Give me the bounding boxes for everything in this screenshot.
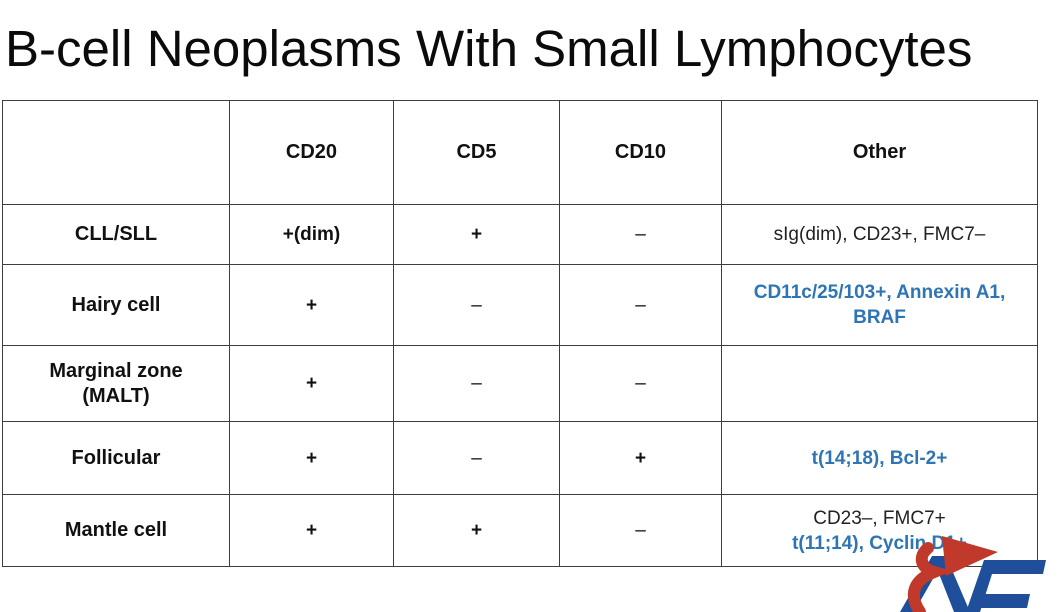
cell-marginal-cd20: + bbox=[229, 345, 394, 422]
logo-letter-e bbox=[966, 560, 1046, 612]
cell-hairy-cd20: + bbox=[229, 264, 394, 346]
cell-marginal-cd5: – bbox=[393, 345, 560, 422]
cell-marginal-other bbox=[721, 345, 1038, 422]
cell-cll-cd10: – bbox=[559, 204, 722, 265]
table-row-marginal-zone: Marginal zone (MALT) + – – bbox=[2, 345, 1038, 422]
row-label-line1: Mantle cell bbox=[64, 519, 168, 541]
column-header-other: Other bbox=[721, 100, 1038, 205]
page-title: B-cell Neoplasms With Small Lymphocytes bbox=[5, 20, 973, 77]
red-arrow-ace-logo-icon bbox=[900, 536, 1046, 612]
column-header-blank bbox=[2, 100, 230, 205]
column-header-cd20: CD20 bbox=[229, 100, 394, 205]
cell-cll-other: sIg(dim), CD23+, FMC7– bbox=[721, 204, 1038, 265]
other-line1: sIg(dim), CD23+, FMC7– bbox=[773, 224, 986, 245]
cell-mantle-cd20: + bbox=[229, 494, 394, 567]
cell-mantle-cd5: + bbox=[393, 494, 560, 567]
column-header-cd10: CD10 bbox=[559, 100, 722, 205]
cell-mantle-cd10: – bbox=[559, 494, 722, 567]
other-line1: t(14;18), Bcl-2+ bbox=[811, 447, 948, 469]
row-label-line1: Hairy cell bbox=[71, 293, 161, 316]
cell-hairy-cd10: – bbox=[559, 264, 722, 346]
other-line2: BRAF bbox=[853, 307, 906, 328]
cell-follicular-other: t(14;18), Bcl-2+ bbox=[721, 421, 1038, 495]
row-label-cll-sll: CLL/SLL bbox=[2, 204, 230, 265]
cell-hairy-cd5: – bbox=[393, 264, 560, 346]
other-line1: CD23–, FMC7+ bbox=[813, 507, 946, 529]
cell-hairy-other: CD11c/25/103+, Annexin A1, BRAF bbox=[721, 264, 1038, 346]
row-label-line1: Marginal zone bbox=[49, 359, 183, 382]
row-label-marginal-zone: Marginal zone (MALT) bbox=[2, 345, 230, 422]
table-row-follicular: Follicular + – + t(14;18), Bcl-2+ bbox=[2, 421, 1038, 495]
table-row-cll-sll: CLL/SLL +(dim) + – sIg(dim), CD23+, FMC7… bbox=[2, 204, 1038, 265]
cell-follicular-cd5: – bbox=[393, 421, 560, 495]
logo-red-arrow bbox=[907, 536, 998, 612]
cell-marginal-cd10: – bbox=[559, 345, 722, 422]
row-label-mantle-cell: Mantle cell bbox=[2, 494, 230, 567]
other-line1: CD11c/25/103+, Annexin A1, bbox=[753, 282, 1006, 303]
table-row-mantle-cell: Mantle cell + + – CD23–, FMC7+ t(11;14),… bbox=[2, 494, 1038, 567]
cell-follicular-cd10: + bbox=[559, 421, 722, 495]
table-header-row: CD20 CD5 CD10 Other bbox=[2, 100, 1038, 205]
cell-follicular-cd20: + bbox=[229, 421, 394, 495]
immunophenotype-table: CD20 CD5 CD10 Other CLL/SLL +(dim) + – s… bbox=[2, 100, 1038, 567]
cell-cll-cd20: +(dim) bbox=[229, 204, 394, 265]
row-label-line2: (MALT) bbox=[82, 384, 150, 407]
column-header-cd5: CD5 bbox=[393, 100, 560, 205]
row-label-line1: Follicular bbox=[71, 446, 161, 469]
row-label-follicular: Follicular bbox=[2, 421, 230, 495]
row-label-line1: CLL/SLL bbox=[74, 223, 158, 245]
cell-cll-cd5: + bbox=[393, 204, 560, 265]
table-row-hairy-cell: Hairy cell + – – CD11c/25/103+, Annexin … bbox=[2, 264, 1038, 346]
row-label-hairy-cell: Hairy cell bbox=[2, 264, 230, 346]
